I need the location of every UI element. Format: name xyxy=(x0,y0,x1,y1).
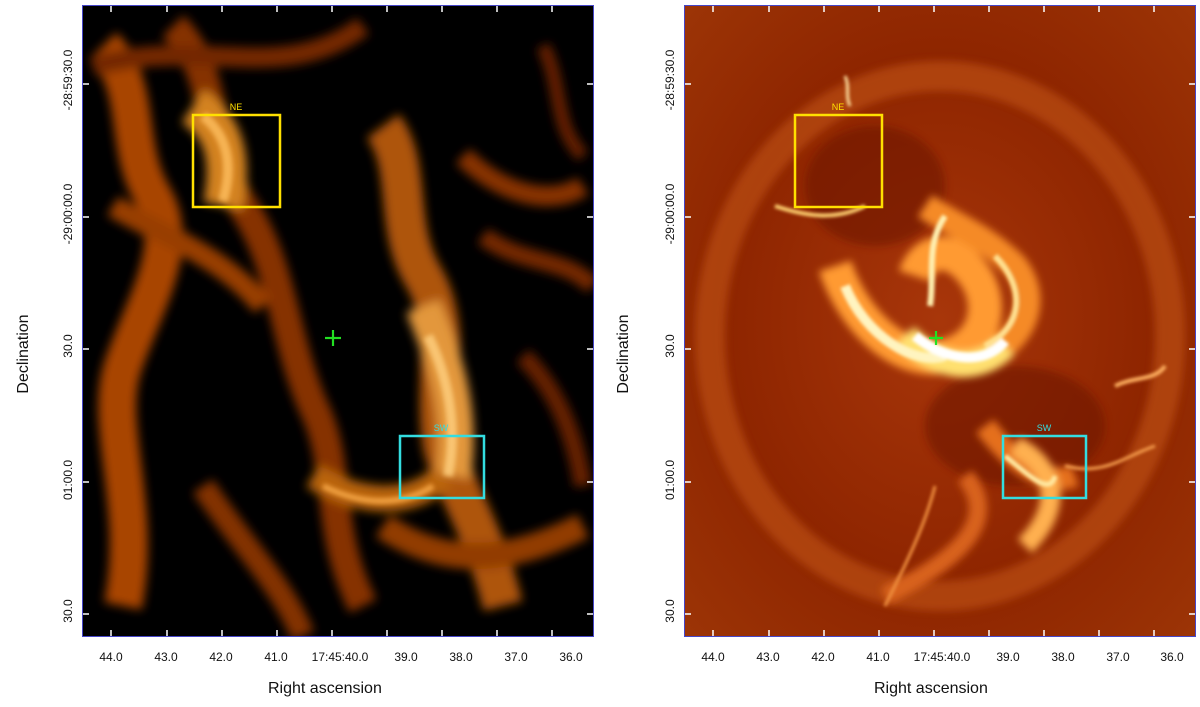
x-tick: 41.0 xyxy=(866,650,890,664)
x-tick: 42.0 xyxy=(811,650,835,664)
x-tick: 36.0 xyxy=(559,650,583,664)
x-tick: 43.0 xyxy=(756,650,780,664)
region-label-sw: SW xyxy=(434,423,449,433)
x-tick: 42.0 xyxy=(209,650,233,664)
center-cross-marker xyxy=(929,331,943,345)
x-tick: 38.0 xyxy=(449,650,473,664)
x-tick: 17:45:40.0 xyxy=(913,650,971,664)
y-tick: -28:59:30.0 xyxy=(61,49,75,111)
x-tick: 36.0 xyxy=(1160,650,1184,664)
region-box-sw xyxy=(1001,434,1088,500)
right-image-panel: Declination -28:59:30.0 -29:00:00.0 30.0… xyxy=(600,0,1200,707)
x-tick: 44.0 xyxy=(99,650,123,664)
center-cross-marker xyxy=(325,330,341,346)
x-tick: 39.0 xyxy=(394,650,418,664)
y-tick: 01:00.0 xyxy=(61,459,75,501)
x-tick: 44.0 xyxy=(701,650,725,664)
y-axis-label: Declination xyxy=(615,314,632,394)
y-tick: 30.0 xyxy=(61,334,75,358)
x-tick: 37.0 xyxy=(504,650,528,664)
y-tick: 30.0 xyxy=(663,599,677,623)
frame-ticks xyxy=(83,6,593,636)
x-tick: 38.0 xyxy=(1051,650,1075,664)
x-tick: 37.0 xyxy=(1106,650,1130,664)
region-label-sw: SW xyxy=(1037,423,1052,433)
left-image-panel: Declination -28:59:30.0 -29:00:00.0 30.0… xyxy=(15,5,594,697)
y-tick: 01:00.0 xyxy=(663,459,677,501)
region-box-ne xyxy=(793,113,884,209)
region-box-sw xyxy=(398,434,486,500)
x-tick: 41.0 xyxy=(264,650,288,664)
y-tick: -29:00:00.0 xyxy=(663,183,677,245)
image-frame-right: NE SW xyxy=(684,5,1196,637)
x-tick: 43.0 xyxy=(154,650,178,664)
x-axis-label: Right ascension xyxy=(874,680,988,697)
dust-emission-map: NE SW xyxy=(83,6,593,636)
region-label-ne: NE xyxy=(230,102,243,112)
frame-ticks xyxy=(685,6,1195,636)
x-axis-label: Right ascension xyxy=(268,680,382,697)
y-tick: 30.0 xyxy=(61,599,75,623)
x-tick: 39.0 xyxy=(996,650,1020,664)
x-tick: 17:45:40.0 xyxy=(311,650,369,664)
region-box-ne xyxy=(191,113,282,209)
y-tick: -28:59:30.0 xyxy=(663,49,677,111)
radio-emission-map: NE SW xyxy=(685,6,1195,636)
y-tick: -29:00:00.0 xyxy=(61,183,75,245)
image-frame-left: NE SW xyxy=(82,5,594,637)
y-tick: 30.0 xyxy=(663,334,677,358)
y-axis-label: Declination xyxy=(15,314,32,394)
region-label-ne: NE xyxy=(832,102,845,112)
